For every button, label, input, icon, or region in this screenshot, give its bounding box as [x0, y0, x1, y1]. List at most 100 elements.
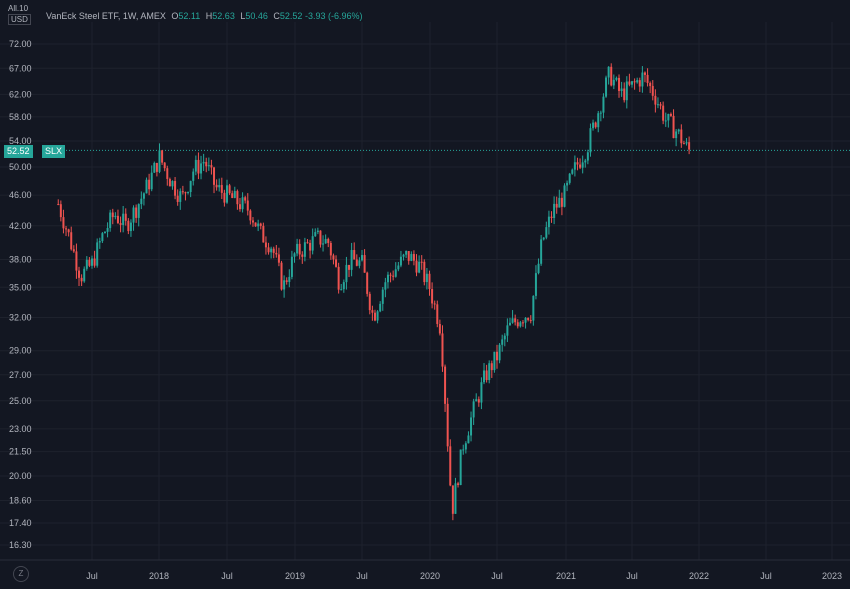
candle-body-up [405, 250, 408, 255]
candle-body-up [350, 250, 353, 270]
candle-body-down [651, 85, 654, 96]
x-tick-label: Jul [626, 571, 638, 581]
candle-body-down [477, 399, 480, 403]
y-tick-label: 58.00 [9, 112, 32, 122]
currency-label: USD [8, 14, 31, 25]
candle-body-down [327, 238, 330, 243]
candle-body-down [643, 72, 646, 75]
candle-body-down [449, 446, 452, 486]
last-price-badge: 52.52 [4, 145, 33, 158]
candle-body-up [667, 113, 670, 121]
candle-body-up [418, 261, 421, 273]
candle-body-up [207, 165, 210, 167]
candle-body-down [649, 82, 652, 86]
candle-body-up [472, 401, 475, 418]
candle-body-down [176, 195, 179, 202]
candle-body-up [114, 215, 117, 218]
candle-body-down [392, 275, 395, 277]
candle-body-down [527, 317, 530, 321]
candle-body-up [480, 382, 483, 403]
candle-body-up [464, 443, 467, 450]
candle-body-down [161, 150, 164, 163]
candle-body-down [594, 122, 597, 128]
candle-body-up [462, 449, 465, 451]
y-tick-label: 32.00 [9, 312, 32, 322]
candle-body-down [80, 277, 83, 282]
candle-body-up [592, 122, 595, 129]
candle-body-up [241, 197, 244, 210]
candle-body-up [664, 120, 667, 122]
candle-body-up [361, 255, 363, 261]
candle-body-up [202, 161, 205, 164]
candle-body-down [337, 266, 340, 290]
x-tick-label: Jul [356, 571, 368, 581]
candle-body-down [355, 259, 358, 266]
candle-body-down [298, 243, 301, 255]
candle-body-up [581, 162, 584, 168]
candle-body-down [366, 272, 369, 294]
candle-body-down [371, 310, 374, 313]
high-key: H [205, 11, 213, 21]
candle-body-up [345, 264, 348, 283]
candle-body-up [381, 289, 384, 304]
settings-icon[interactable]: Z [13, 566, 29, 582]
candle-body-up [475, 399, 478, 402]
candle-body-down [223, 192, 226, 203]
candle-body-down [135, 207, 138, 218]
candle-body-up [187, 192, 190, 194]
candle-body-up [612, 79, 615, 86]
candle-body-down [168, 178, 171, 187]
candle-body-down [93, 258, 96, 266]
candle-body-up [314, 232, 317, 237]
candle-body-up [189, 180, 192, 193]
candle-body-up [636, 80, 639, 83]
candle-body-down [155, 162, 158, 172]
candle-body-down [166, 168, 169, 179]
candle-body-down [521, 322, 524, 324]
candle-body-up [459, 449, 462, 485]
candle-body-up [96, 242, 99, 266]
candle-body-up [376, 311, 379, 321]
candle-body-down [623, 88, 626, 101]
candle-body-down [672, 115, 675, 139]
candle-body-up [631, 81, 633, 85]
candle-body-up [158, 150, 161, 172]
high-value: 52.63 [212, 11, 235, 21]
candle-body-up [101, 233, 104, 242]
candle-body-up [620, 88, 623, 91]
candle-body-up [519, 322, 522, 327]
candle-body-up [153, 162, 156, 173]
candle-body-down [353, 250, 356, 260]
candle-body-down [688, 142, 691, 150]
candle-body-down [682, 143, 685, 145]
candle-body-up [270, 248, 273, 253]
low-key: L [240, 11, 246, 21]
candle-body-up [470, 417, 473, 436]
candle-body-down [228, 185, 231, 194]
candle-body-up [584, 160, 587, 163]
candle-body-up [257, 223, 260, 227]
y-tick-label: 62.00 [9, 89, 32, 99]
candle-body-up [394, 269, 397, 277]
candle-body-down [184, 192, 187, 194]
candle-body-down [389, 274, 392, 276]
candle-body-up [283, 280, 286, 290]
y-tick-label: 29.00 [9, 346, 32, 356]
x-tick-label: Jul [86, 571, 98, 581]
candle-body-up [288, 276, 291, 282]
candle-body-up [545, 227, 548, 238]
candle-body-down [646, 74, 649, 83]
candle-body-down [116, 215, 119, 223]
candle-body-down [215, 184, 218, 188]
candle-body-down [210, 165, 213, 168]
candle-body-up [91, 258, 93, 266]
candle-body-down [57, 204, 60, 206]
unit-top: All.10 [8, 4, 29, 13]
candle-body-down [246, 200, 249, 211]
candle-body-down [127, 220, 130, 232]
last-price-value: 52.52 [7, 146, 30, 156]
candle-body-down [433, 303, 436, 305]
candle-body-down [363, 255, 366, 273]
